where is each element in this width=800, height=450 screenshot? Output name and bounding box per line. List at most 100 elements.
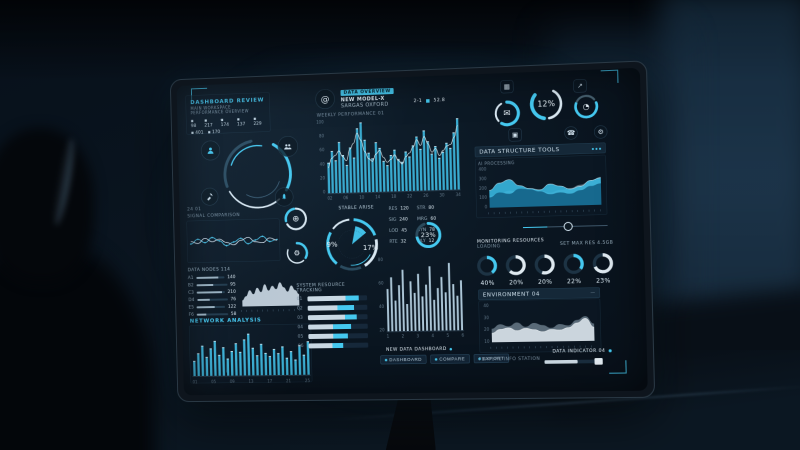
progress-knob[interactable] xyxy=(594,358,603,365)
status-dot xyxy=(449,347,453,351)
at-badge-icon: @ xyxy=(315,88,336,110)
panel-title: ENVIRONMENT 04 xyxy=(482,290,541,299)
small-gauge: 23% xyxy=(414,220,444,250)
donut-kpi: 20% xyxy=(504,253,528,286)
tick-strip xyxy=(241,308,301,312)
stacked-area-chart xyxy=(487,163,603,208)
mountain-chart-wrap xyxy=(240,270,301,312)
stat-value: ▪ 229 xyxy=(253,116,262,127)
gauge-right-value: 17% xyxy=(362,243,379,253)
dashboard-screen: DASHBOARD REVIEW MAIN WORKSPACE PERFORMA… xyxy=(176,67,648,396)
ceiling-shadow xyxy=(0,0,800,80)
progress-row: 01 xyxy=(297,295,368,302)
donut-label: 40% xyxy=(480,279,495,287)
list-item: A1 140 xyxy=(187,274,236,281)
antenna-icon[interactable] xyxy=(200,187,219,206)
hud-bracket-top-right xyxy=(600,69,619,84)
donut-chart xyxy=(533,253,557,277)
center-footer-label: NEW DATA DASHBOARD xyxy=(386,346,453,352)
mail-ring[interactable]: ✉ xyxy=(493,99,522,128)
panel-menu-dots[interactable] xyxy=(590,145,602,152)
gear-icon: ⚙ xyxy=(293,248,301,258)
gray-area-chart xyxy=(490,315,597,343)
gray-area-panel: 40 30 20 10 xyxy=(478,298,602,354)
histogram-area-chart xyxy=(241,281,300,307)
panel-counter: — xyxy=(590,290,596,296)
donut-label: 22% xyxy=(566,277,582,285)
legend-item[interactable]: 2-1 xyxy=(413,98,423,104)
gauge-cluster xyxy=(197,132,305,214)
stat-value: ▪ 98 xyxy=(190,118,197,129)
person-head xyxy=(0,128,94,283)
bars-panel-title: NETWORK ANALYSIS xyxy=(189,316,262,325)
main-chart-label: WEEKLY PERFORMANCE 01 xyxy=(316,110,385,119)
monitor: DASHBOARD REVIEW MAIN WORKSPACE PERFORMA… xyxy=(169,60,656,403)
info-panel-subtitle: MAIN WORKSPACE PERFORMANCE OVERVIEW xyxy=(190,105,249,116)
center-ring-value: 12% xyxy=(537,98,556,109)
chart-legend: 2-1 52.8 xyxy=(414,98,446,104)
gauge-left-value: 9% xyxy=(326,240,338,249)
hbars-title: SYSTEM RESOURCE TRACKING xyxy=(296,282,346,294)
tick-strip xyxy=(488,209,604,215)
donut-section-right-label: SET MAX RES 4.5GB xyxy=(559,240,614,247)
donut-label: 20% xyxy=(537,278,553,286)
group-icon[interactable] xyxy=(277,135,299,158)
center-percent-ring: 12% xyxy=(528,85,565,123)
phone-icon[interactable]: ☎ xyxy=(564,126,578,140)
main-activity-chart xyxy=(326,118,461,194)
gear-ring[interactable]: ⚙ xyxy=(285,240,310,265)
legend-item[interactable]: 52.8 xyxy=(433,97,446,103)
main-gauge-chart xyxy=(320,212,384,277)
donut-chart xyxy=(591,251,615,275)
stat-item: RTE 32 xyxy=(389,239,407,245)
arrow-up-right-icon[interactable]: ↗ xyxy=(573,79,587,93)
resource-tracking: SYSTEM RESOURCE TRACKING 01 02 03 04 05 06 xyxy=(296,282,369,353)
list-item: E5 122 xyxy=(188,304,237,310)
indicator-dot xyxy=(608,349,612,353)
grid-icon[interactable]: ▦ xyxy=(500,79,514,94)
donut-row: 40% 20% 20% 22% xyxy=(475,251,615,287)
stat-value: ▪ 217 xyxy=(204,118,213,129)
donut-label: 23% xyxy=(595,276,611,285)
footer-progress-bar[interactable] xyxy=(544,358,603,365)
line-panel-title: SIGNAL COMPARISON xyxy=(187,212,240,219)
progress-row: 04 xyxy=(297,323,368,330)
right-footer-left: FEATURE INFO STATION xyxy=(478,356,541,363)
small-gauge-value: 23% xyxy=(420,231,436,239)
small-gauge-chart xyxy=(414,220,444,250)
panel-title: DATA STRUCTURE TOOLS xyxy=(479,146,560,156)
globe-ring[interactable]: ⊕ xyxy=(283,206,309,232)
y-axis-labels: 100 80 60 40 20 0 xyxy=(316,119,326,195)
donut-label: 20% xyxy=(509,278,524,287)
header-line2: SARGAS OXFORD xyxy=(340,101,389,109)
right-footer-right: DATA INDICATOR 04 xyxy=(552,348,612,354)
progress-row: 06 xyxy=(298,342,369,349)
clock-ring[interactable]: ◔ xyxy=(573,93,600,120)
main-chart-wrap: 100 80 60 40 20 0 02 06 10 14 18 22 26 30 34 xyxy=(316,115,462,203)
list-item: B2 95 xyxy=(187,282,236,288)
network-bars-panel: 01 05 09 13 17 21 25 xyxy=(188,323,313,384)
progress-row: 05 xyxy=(298,333,369,339)
line-chart-panel xyxy=(186,218,281,263)
donut-chart xyxy=(562,252,586,276)
settings-gear-icon[interactable]: ⚙ xyxy=(593,125,608,139)
mail-icon: ✉ xyxy=(503,108,511,119)
hud-bracket-bottom-right xyxy=(608,360,627,374)
stat-item: SIG 240 xyxy=(388,216,408,223)
globe-icon: ⊕ xyxy=(292,213,300,224)
stat-value: ▪ 174 xyxy=(220,117,230,128)
clock-icon: ◔ xyxy=(582,101,590,112)
y-axis-labels: 80 60 40 20 xyxy=(377,257,385,333)
stacked-area-panel: AI PROCESSING 400 300 200 100 0 xyxy=(474,154,608,219)
center-bar-chart xyxy=(385,262,464,333)
footer-chip[interactable]: DASHBOARD xyxy=(380,354,427,365)
slider-handle[interactable] xyxy=(563,221,573,232)
footer-chip[interactable]: COMPARE xyxy=(430,354,470,364)
donut-kpi: 20% xyxy=(533,253,557,286)
info-stats-row: ▪ 98 ▪ 217 ▪ 174 ▪ 137 ▪ 229 xyxy=(190,116,266,129)
modules-icon[interactable]: ▣ xyxy=(508,128,522,142)
legend-swatch xyxy=(426,98,430,103)
stat-value: ▪ 137 xyxy=(236,117,246,127)
donut-section-title: MONITORING RESOURCES LOADING xyxy=(476,237,545,250)
